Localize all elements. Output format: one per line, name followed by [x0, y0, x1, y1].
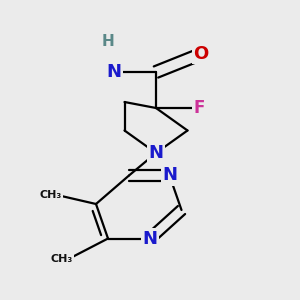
- Text: N: N: [148, 144, 164, 162]
- Text: N: N: [106, 63, 122, 81]
- Text: CH₃: CH₃: [40, 190, 62, 200]
- Text: F: F: [194, 99, 205, 117]
- Text: O: O: [194, 45, 208, 63]
- Text: H: H: [102, 34, 114, 50]
- Text: N: N: [142, 230, 158, 247]
- Text: CH₃: CH₃: [50, 254, 73, 265]
- Text: N: N: [162, 167, 177, 184]
